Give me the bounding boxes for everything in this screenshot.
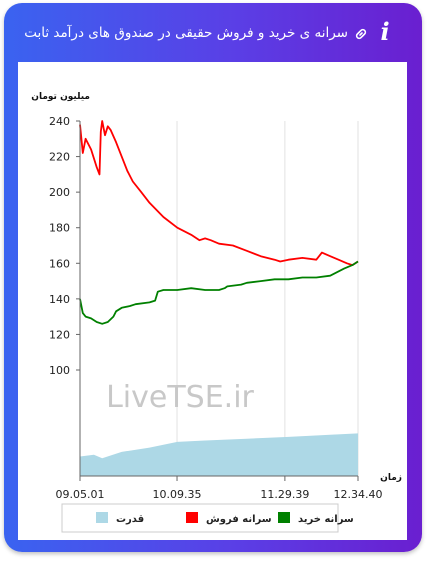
legend-item[interactable]: قدرت <box>96 512 144 525</box>
grid-lines <box>79 121 359 476</box>
x-tick-label: 10.09.35 <box>153 488 202 501</box>
y-tick-label: 180 <box>49 222 70 235</box>
link-icon[interactable] <box>354 26 368 40</box>
x-tick-label: 12.34.40 <box>334 488 383 501</box>
y-tick-label: 220 <box>49 151 70 164</box>
card-title: سرانه ی خرید و فروش حقیقی در صندوق های د… <box>24 25 348 41</box>
title-wrap: سرانه ی خرید و فروش حقیقی در صندوق های د… <box>24 25 368 41</box>
chart-panel: 100 120 140 160 180 200 220 240 09.05.01 10.09.3… <box>18 62 407 540</box>
y-tick-label: 120 <box>49 328 70 341</box>
legend-label: قدرت <box>116 514 144 525</box>
legend-label: سرانه فروش <box>206 514 272 525</box>
x-tick-label: 09.05.01 <box>56 488 105 501</box>
legend-swatch <box>96 512 108 523</box>
legend-swatch <box>278 512 290 523</box>
legend-box <box>61 503 339 533</box>
card-header: سرانه ی خرید و فروش حقیقی در صندوق های د… <box>4 3 422 61</box>
buy-series-line <box>79 260 359 325</box>
info-icon[interactable]: i <box>380 17 390 46</box>
watermark-text: LiveTSE.ir <box>106 380 254 415</box>
y-tick-labels: 100 120 140 160 180 200 220 240 <box>49 115 80 377</box>
y-tick-label: 160 <box>49 257 70 270</box>
legend-swatch <box>186 512 198 523</box>
power-area <box>80 433 358 476</box>
chart-card: سرانه ی خرید و فروش حقیقی در صندوق های د… <box>4 3 422 552</box>
y-axis-label: میلیون تومان <box>31 92 90 102</box>
sell-series-line <box>79 120 359 266</box>
x-axis-label: زمان <box>380 473 402 483</box>
x-tick-label: 11.29.39 <box>260 488 309 501</box>
y-tick-label: 100 <box>49 364 70 377</box>
legend-item[interactable]: سرانه فروش <box>186 512 272 525</box>
chart-svg: 100 120 140 160 180 200 220 240 09.05.01 10.09.3… <box>31 92 402 533</box>
x-tick-labels: 09.05.01 10.09.35 11.29.39 12.34.40 <box>56 476 383 501</box>
y-tick-label: 200 <box>49 186 70 199</box>
y-tick-label: 240 <box>49 115 70 128</box>
y-tick-label: 140 <box>49 293 70 306</box>
legend-label: سرانه خرید <box>298 514 354 525</box>
legend-item[interactable]: سرانه خرید <box>278 512 354 525</box>
legend: قدرت سرانه فروش سرانه خرید <box>61 503 354 533</box>
